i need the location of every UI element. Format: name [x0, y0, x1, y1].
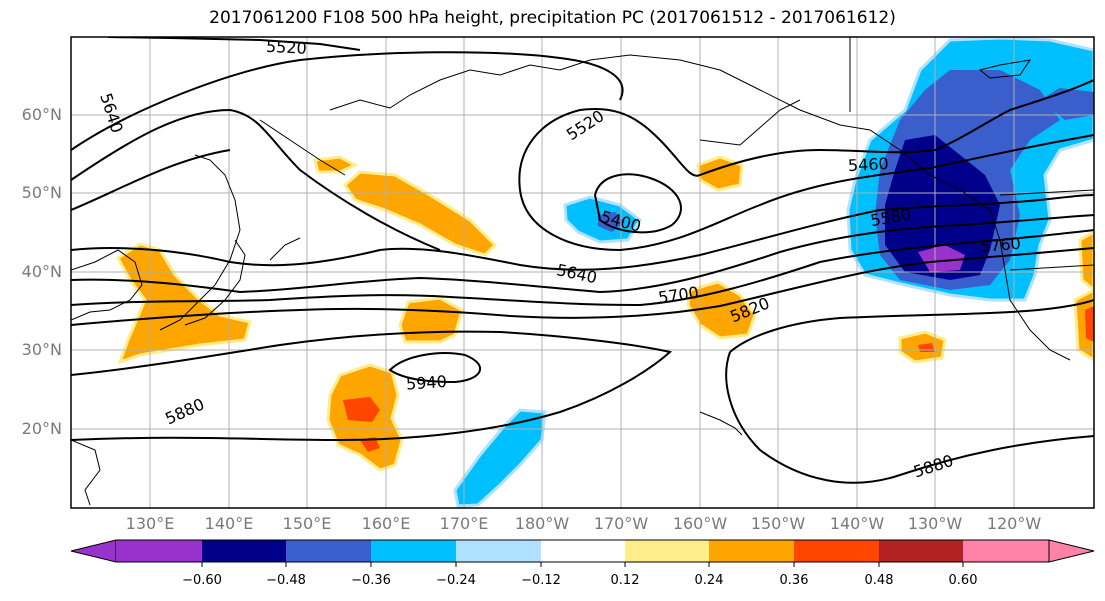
- contour-label: 5640: [555, 260, 599, 287]
- lon-tick-label: 160°E: [361, 514, 411, 533]
- contour-label: 5520: [563, 106, 607, 144]
- lon-tick-label: 170°E: [439, 514, 489, 533]
- lon-tick-label: 160°W: [672, 514, 728, 533]
- lat-tick-label: 20°N: [21, 419, 62, 438]
- map-title: 2017061200 F108 500 hPa height, precipit…: [209, 8, 896, 28]
- colorbar-tick-label: −0.24: [436, 573, 476, 588]
- lon-tick-label: 170°W: [593, 514, 649, 533]
- lat-tick-label: 50°N: [21, 183, 62, 202]
- graticule: [71, 37, 1094, 508]
- colorbar-tick-label: 0.36: [779, 573, 809, 588]
- lat-tick-label: 60°N: [21, 105, 62, 124]
- colorbar-tick-label: −0.36: [351, 573, 391, 588]
- lon-tick-label: 150°E: [282, 514, 332, 533]
- colorbar-tick-label: −0.12: [521, 573, 561, 588]
- colorbar-tick-label: −0.48: [266, 573, 306, 588]
- colorbar-tick-label: 0.12: [610, 573, 640, 588]
- lon-tick-label: 180°W: [514, 514, 570, 533]
- contour-label: 5520: [266, 37, 308, 58]
- lon-tick-label: 140°W: [829, 514, 885, 533]
- contour-label: 5640: [96, 91, 127, 136]
- contour-label: 5460: [848, 154, 890, 175]
- colorbar-tick-label: −0.60: [182, 573, 222, 588]
- colorbar-tick-label: 0.24: [694, 573, 724, 588]
- contour-label: 5880: [911, 451, 956, 482]
- lat-tick-label: 30°N: [21, 340, 62, 359]
- contour-label: 5880: [162, 394, 207, 428]
- lon-tick-label: 120°W: [986, 514, 1042, 533]
- lat-tick-label: 40°N: [21, 262, 62, 281]
- lon-tick-label: 150°W: [750, 514, 806, 533]
- colorbar: [70, 539, 1095, 567]
- contour-label: 5760: [979, 234, 1021, 256]
- coastlines: [71, 37, 1094, 506]
- contour-label: 5940: [405, 372, 447, 394]
- lon-tick-label: 130°E: [125, 514, 175, 533]
- colorbar-tick-label: 0.48: [864, 573, 894, 588]
- colorbar-tick-label: 0.60: [948, 573, 978, 588]
- height-contours: [71, 37, 1094, 484]
- lon-tick-label: 140°E: [204, 514, 254, 533]
- map-frame: [70, 36, 1095, 509]
- lon-tick-label: 130°W: [907, 514, 963, 533]
